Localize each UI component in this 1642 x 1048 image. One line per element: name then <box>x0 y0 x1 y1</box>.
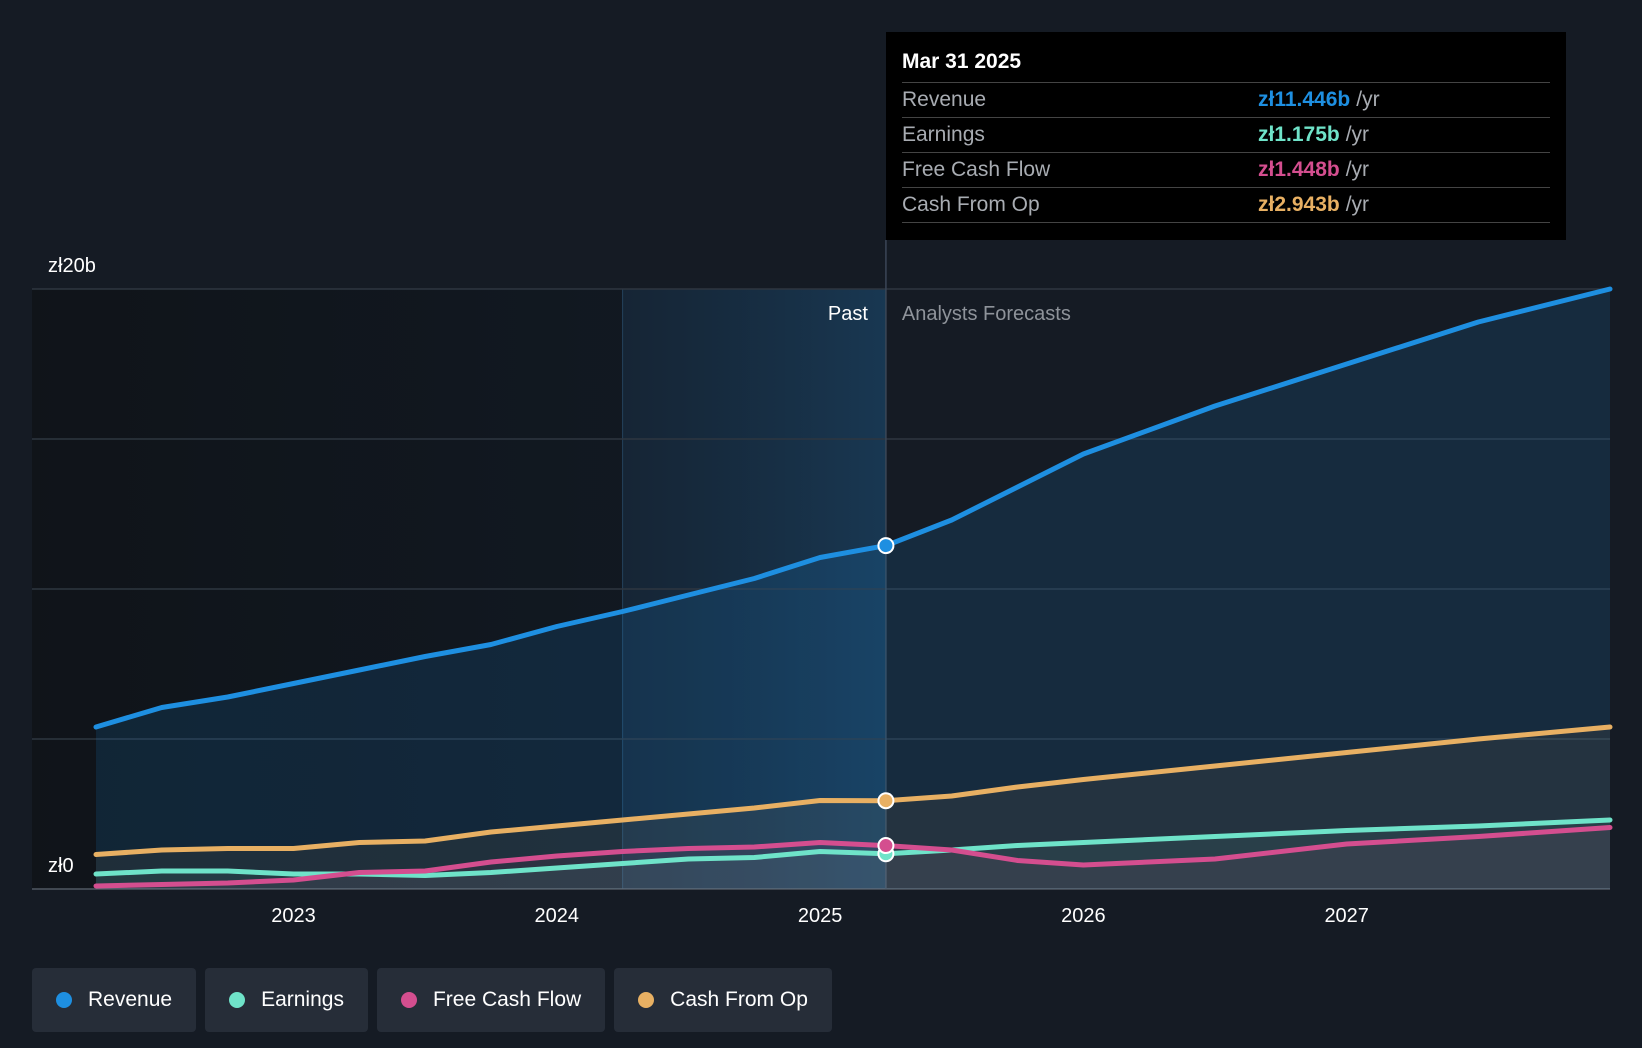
tooltip-unit: /yr <box>1345 158 1370 181</box>
tooltip-row-free-cash-flow: Free Cash Flow zł1.448b /yr <box>902 153 1550 188</box>
legend-label: Revenue <box>88 988 173 1011</box>
tooltip-unit: /yr <box>1356 88 1380 111</box>
tooltip-label: Earnings <box>902 123 985 146</box>
legend-item-revenue[interactable]: Revenue <box>32 968 197 1032</box>
tooltip-value: zł2.943b <box>1258 193 1340 216</box>
x-tick-label: 2026 <box>1061 905 1106 927</box>
tooltip-value: zł1.448b <box>1258 158 1340 181</box>
y-axis-bottom-label: zł0 <box>48 855 74 877</box>
hover-marker-revenue <box>877 537 895 555</box>
series-line-cash-from-op <box>93 724 1613 857</box>
legend-item-free-cash-flow[interactable]: Free Cash Flow <box>376 968 606 1032</box>
forecast-region-label: Analysts Forecasts <box>902 303 1071 325</box>
y-axis-top-label: zł20b <box>48 255 96 277</box>
hover-marker-cash-from-op <box>877 792 895 810</box>
tooltip-date: Mar 31 2025 <box>902 46 1550 83</box>
legend-label: Free Cash Flow <box>432 988 582 1011</box>
x-tick-label: 2027 <box>1324 905 1369 927</box>
hover-marker-free-cash-flow <box>877 837 895 855</box>
x-tick-label: 2024 <box>535 905 580 927</box>
series-area-revenue <box>96 289 1610 889</box>
tooltip-row-earnings: Earnings zł1.175b /yr <box>902 118 1550 153</box>
series-area-cash-from-op <box>96 727 1610 889</box>
series-line-revenue <box>93 286 1613 730</box>
tooltip-value: zł1.175b <box>1258 123 1340 146</box>
tooltip-label: Cash From Op <box>902 193 1040 216</box>
hover-tooltip: Mar 31 2025 Revenue zł11.446b /yr Earnin… <box>886 32 1566 240</box>
legend-item-cash-from-op[interactable]: Cash From Op <box>614 968 832 1032</box>
tooltip-value: zł11.446b <box>1258 88 1351 111</box>
tooltip-row-revenue: Revenue zł11.446b /yr <box>902 83 1550 118</box>
past-region-label: Past <box>828 303 868 325</box>
tooltip-unit: /yr <box>1345 123 1370 146</box>
legend-dot-icon <box>56 992 72 1008</box>
legend-dot-icon <box>229 992 246 1008</box>
legend-dot-icon <box>638 992 655 1008</box>
chart-legend: Revenue Earnings Free Cash Flow Cash Fro… <box>32 968 832 1032</box>
x-tick-label: 2023 <box>271 905 316 927</box>
tooltip-label: Free Cash Flow <box>902 158 1051 181</box>
series-line-free-cash-flow <box>93 825 1613 889</box>
tooltip-unit: /yr <box>1345 193 1370 216</box>
tooltip-row-cash-from-op: Cash From Op zł2.943b /yr <box>902 188 1550 223</box>
legend-label: Cash From Op <box>670 988 808 1011</box>
legend-label: Earnings <box>261 988 344 1011</box>
legend-item-earnings[interactable]: Earnings <box>205 968 368 1032</box>
series-line-earnings <box>93 817 1613 878</box>
tooltip-label: Revenue <box>902 88 987 111</box>
x-tick-label: 2025 <box>798 905 843 927</box>
legend-dot-icon <box>400 992 417 1008</box>
